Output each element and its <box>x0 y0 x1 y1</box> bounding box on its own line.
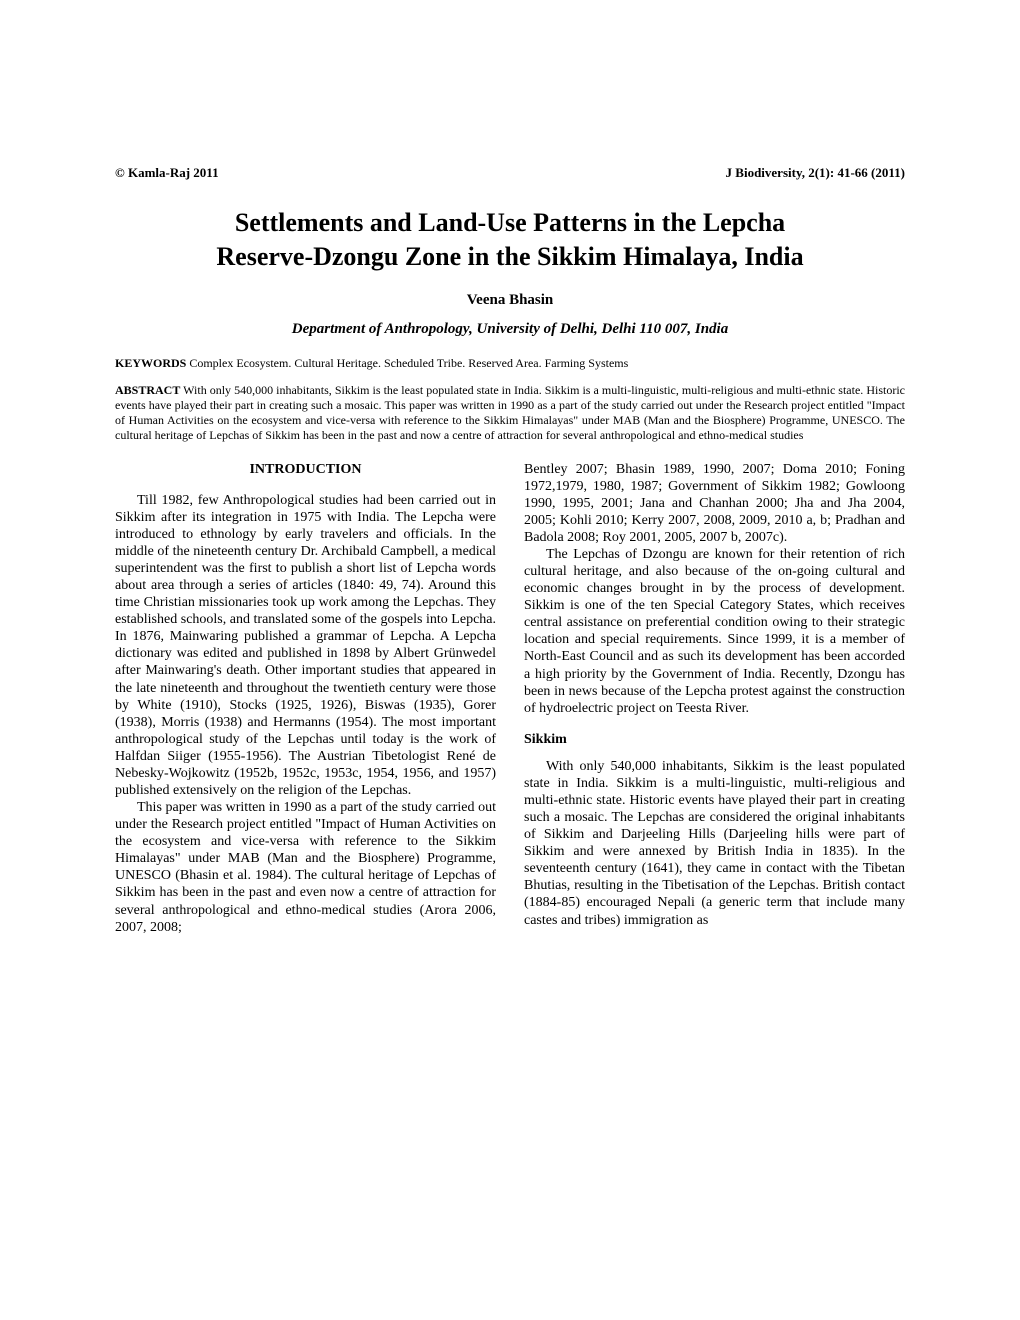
keywords-text: Complex Ecosystem. Cultural Heritage. Sc… <box>186 356 628 370</box>
running-header: © Kamla-Raj 2011 J Biodiversity, 2(1): 4… <box>115 165 905 181</box>
abstract-label: ABSTRACT <box>115 383 180 397</box>
body-paragraph: Till 1982, few Anthropological studies h… <box>115 492 496 799</box>
title-line-2: Reserve-Dzongu Zone in the Sikkim Himala… <box>115 240 905 274</box>
right-column: Bentley 2007; Bhasin 1989, 1990, 2007; D… <box>524 461 905 936</box>
page-container: © Kamla-Raj 2011 J Biodiversity, 2(1): 4… <box>0 0 1020 1016</box>
two-column-body: INTRODUCTION Till 1982, few Anthropologi… <box>115 461 905 936</box>
journal-citation: J Biodiversity, 2(1): 41-66 (2011) <box>726 165 905 181</box>
sikkim-heading: Sikkim <box>524 731 905 748</box>
keywords-section: KEYWORDS Complex Ecosystem. Cultural Her… <box>115 356 905 371</box>
body-paragraph: With only 540,000 inhabitants, Sikkim is… <box>524 758 905 929</box>
department-affiliation: Department of Anthropology, University o… <box>115 321 905 338</box>
introduction-heading: INTRODUCTION <box>115 461 496 478</box>
body-paragraph: The Lepchas of Dzongu are known for thei… <box>524 546 905 717</box>
abstract-text: With only 540,000 inhabitants, Sikkim is… <box>115 383 905 442</box>
abstract-section: ABSTRACT With only 540,000 inhabitants, … <box>115 383 905 443</box>
copyright-text: © Kamla-Raj 2011 <box>115 165 219 181</box>
paper-title: Settlements and Land-Use Patterns in the… <box>115 206 905 274</box>
body-paragraph: Bentley 2007; Bhasin 1989, 1990, 2007; D… <box>524 461 905 546</box>
left-column: INTRODUCTION Till 1982, few Anthropologi… <box>115 461 496 936</box>
keywords-label: KEYWORDS <box>115 356 186 370</box>
author-name: Veena Bhasin <box>115 292 905 309</box>
body-paragraph: This paper was written in 1990 as a part… <box>115 799 496 936</box>
title-line-1: Settlements and Land-Use Patterns in the… <box>115 206 905 240</box>
